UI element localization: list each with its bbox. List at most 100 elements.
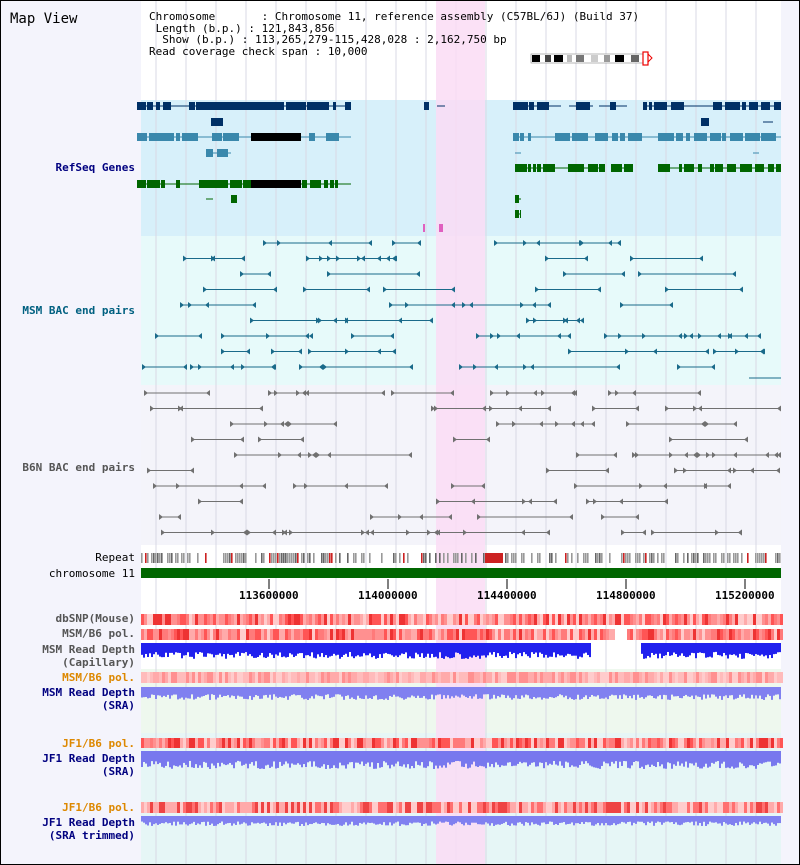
- repeat-element: [289, 553, 291, 563]
- jf1-pol-trim-cell: [666, 802, 669, 813]
- jf1-sra-depth-bar: [357, 751, 359, 763]
- repeat-element: [511, 553, 513, 563]
- b6n-bac-pair-end: [632, 452, 636, 458]
- dbsnp-cell: [531, 614, 534, 625]
- jf1-sra-depth-bar: [703, 751, 705, 767]
- jf1-trim-depth-bar: [159, 816, 161, 824]
- msm-pol-sra-cell: [243, 672, 246, 683]
- msm-bac-pair-end: [386, 255, 390, 262]
- jf1-sra-depth-bar: [675, 751, 677, 766]
- jf1-trim-depth-bar: [771, 816, 773, 823]
- jf1-sra-depth-bar: [383, 751, 385, 762]
- b6n-bac-pair-end: [333, 421, 337, 427]
- msm-cap-depth-bar: [379, 643, 381, 655]
- msm-pol-cell: [195, 629, 198, 640]
- msm-pol-sra-cell: [594, 672, 597, 683]
- msm-sra-depth-bar: [167, 687, 169, 695]
- dbsnp-cell: [333, 614, 336, 625]
- jf1-pol-cell: [558, 738, 561, 748]
- dbsnp-cell: [606, 614, 609, 625]
- jf1-pol-trim-cell: [561, 802, 564, 813]
- gene-exon: [568, 164, 584, 172]
- msm-pol-cell: [342, 629, 345, 640]
- msm-sra-depth-bar: [247, 687, 249, 700]
- msm-pol-cell: [717, 629, 720, 640]
- msm-bac-pair-end: [744, 333, 748, 339]
- jf1-sra-depth-bar: [165, 751, 167, 766]
- b6n-bac-pair-end: [642, 529, 646, 536]
- jf1-trim-depth-bar: [643, 816, 645, 824]
- msm-cap-depth-bar: [339, 643, 341, 659]
- msm-cap-depth-bar: [369, 643, 371, 654]
- msm-bac-pair-end: [739, 286, 743, 293]
- msm-sra-depth-bar: [239, 687, 241, 697]
- jf1-pol-trim-cell: [363, 802, 366, 813]
- jf1-sra-depth-bar: [559, 751, 561, 762]
- msm-cap-depth-bar: [301, 643, 303, 654]
- jf1-sra-depth-bar: [579, 751, 581, 766]
- msm-pol-sra-cell: [759, 672, 762, 683]
- msm-cap-depth-bar: [367, 643, 369, 656]
- jf1-pol-cell: [366, 738, 369, 748]
- msm-cap-depth-bar: [293, 643, 295, 658]
- gene-exon: [576, 102, 590, 110]
- msm-pol-cell: [243, 629, 246, 640]
- jf1-pol-cell: [336, 738, 339, 748]
- msm-pol-cell: [747, 629, 750, 640]
- jf1-pol-trim-cell: [201, 802, 204, 813]
- msm-pol-sra-cell: [552, 672, 555, 683]
- jf1-pol-trim-cell: [234, 802, 237, 813]
- msm-pol-sra-cell: [156, 672, 159, 683]
- msm-bac-pair-end: [309, 333, 313, 339]
- msm-pol-sra-cell: [642, 672, 645, 683]
- jf1-sra-depth-bar: [491, 751, 493, 765]
- jf1-pol-trim-cell: [723, 802, 726, 813]
- msm-sra-depth-bar: [537, 687, 539, 698]
- chromosome-ideogram[interactable]: [530, 51, 653, 66]
- jf1-trim-depth-bar: [667, 816, 669, 822]
- jf1-pol-cell: [585, 738, 588, 748]
- jf1-pol-trim-cell: [402, 802, 405, 813]
- jf1-sra-depth-bar: [247, 751, 249, 769]
- jf1-pol-cell: [345, 738, 348, 748]
- msm-pol-cell: [396, 629, 399, 640]
- msm-sra-depth-bar: [367, 687, 369, 699]
- msm-pol-cell: [387, 629, 390, 640]
- jf1-pol-cell: [165, 738, 168, 748]
- dbsnp-cell: [753, 614, 756, 625]
- marker: [423, 224, 425, 232]
- jf1-trim-depth-bar: [187, 816, 189, 826]
- jf1-sra-depth-bar: [569, 751, 571, 768]
- jf1-trim-depth-bar: [325, 816, 327, 826]
- dbsnp-cell: [723, 614, 726, 625]
- dbsnp-cell: [360, 614, 363, 625]
- msm-bac-pair-end: [319, 364, 323, 370]
- msm-pol-sra-cell: [219, 672, 222, 683]
- b6n-bac-pair-end: [147, 467, 151, 474]
- msm-cap-depth-bar: [589, 643, 591, 658]
- msm-bac-pair-end: [308, 348, 312, 355]
- msm-pol-cell: [753, 629, 756, 640]
- jf1-trim-depth-bar: [393, 816, 395, 824]
- msm-pol-cell: [729, 629, 732, 640]
- msm-pol-cell: [162, 629, 165, 640]
- msm-pol-cell: [510, 629, 513, 640]
- msm-pol-sra-cell: [675, 672, 678, 683]
- msm-cap-depth-bar: [393, 643, 395, 657]
- jf1-trim-depth-bar: [727, 816, 729, 825]
- msm-cap-depth-bar: [149, 643, 151, 654]
- gene-exon: [761, 133, 776, 141]
- jf1-trim-depth-bar: [283, 816, 285, 823]
- msm-b6-pol-label: MSM/B6 pol.: [62, 627, 135, 640]
- jf1-pol-trim-cell: [672, 802, 675, 813]
- jf1-sra-depth-bar: [313, 751, 315, 762]
- jf1-sra-depth-bar: [543, 751, 545, 769]
- jf1-trim-depth-bar: [583, 816, 585, 824]
- jf1-sra-depth-bar: [779, 751, 781, 764]
- msm-bac-pair-end: [584, 255, 588, 262]
- dbsnp-cell: [663, 614, 666, 625]
- msm-cap-depth-bar: [169, 643, 171, 653]
- msm-sra-depth-bar: [621, 687, 623, 699]
- jf1-sra-depth-bar: [685, 751, 687, 762]
